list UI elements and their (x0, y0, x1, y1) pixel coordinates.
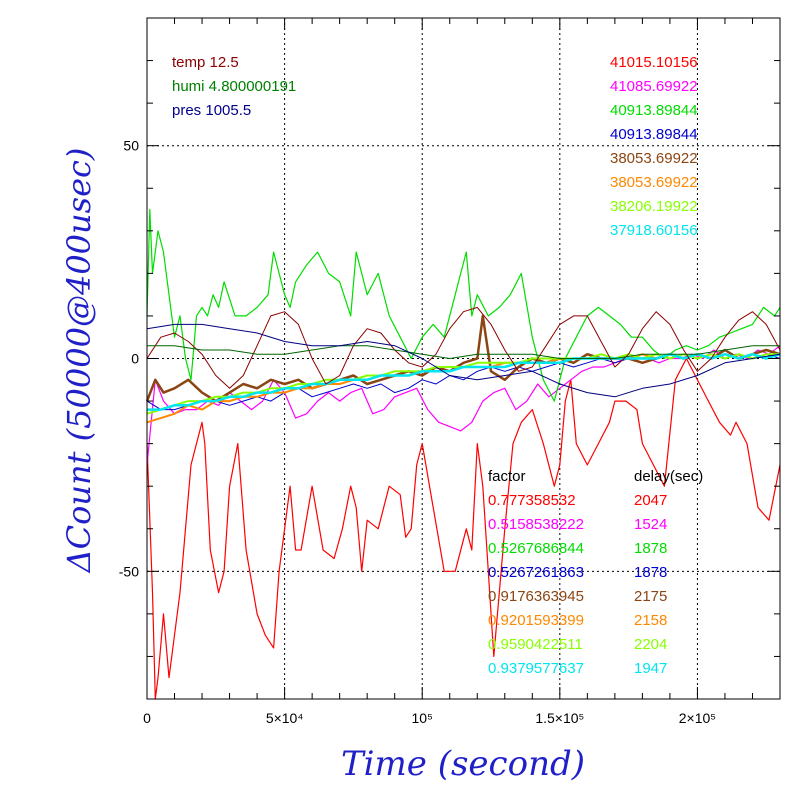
series-line-8 (147, 352, 781, 411)
table-factor-2: 0.5158538222 (488, 516, 584, 533)
series-line-1 (146, 357, 781, 700)
table-header-delay: delay(sec) (634, 468, 703, 485)
env-label-pres: pres 1005.5 (172, 102, 251, 119)
table-factor-8: 0.9379577637 (488, 660, 584, 677)
x-tick-label-3: 1.5×10⁵ (535, 710, 584, 726)
x-axis-title: Time (second) (341, 744, 585, 784)
table-delay-7: 2204 (634, 636, 667, 653)
series-line-11 (146, 323, 781, 398)
table-header-factor: factor (488, 468, 526, 485)
table-factor-3: 0.5267686844 (488, 540, 584, 557)
table-delay-3: 1878 (634, 540, 667, 557)
table-factor-5: 0.9176363945 (488, 588, 584, 605)
table-delay-5: 2175 (634, 588, 667, 605)
series-label-2: 41085.69922 (610, 78, 698, 95)
series-label-7: 38206.19922 (610, 198, 698, 215)
series-label-5: 38053.69922 (610, 150, 698, 167)
tick-labels: 0 5×10⁴ 10⁵ 1.5×10⁵ 2×10⁵ 50 0 -50 (119, 138, 716, 726)
series-label-8: 37918.60156 (610, 222, 698, 239)
y-tick-label-1: 0 (131, 351, 139, 367)
table-delay-8: 1947 (634, 660, 667, 677)
y-axis-title: ΔCount (50000@400usec) (60, 148, 98, 575)
x-tick-label-1: 5×10⁴ (266, 710, 304, 726)
series-label-3: 40913.89844 (610, 102, 698, 119)
table-factor-4: 0.5267261863 (488, 564, 584, 581)
factor-delay-table: factor delay(sec) 0.777358532 2047 0.515… (488, 468, 703, 677)
environment-labels: temp 12.5 humi 4.800000191 pres 1005.5 (172, 54, 296, 119)
axis-ticks (146, 17, 781, 700)
env-label-humi: humi 4.800000191 (172, 78, 296, 95)
series-label-1: 41015.10156 (610, 54, 698, 71)
table-delay-6: 2158 (634, 612, 667, 629)
x-tick-label-4: 2×10⁵ (679, 710, 716, 726)
table-delay-2: 1524 (634, 516, 667, 533)
series-lines (145, 208, 781, 700)
y-tick-label-0: 50 (123, 138, 139, 154)
series-label-6: 38053.69922 (610, 174, 698, 191)
table-factor-1: 0.777358532 (488, 492, 576, 509)
series-line-9 (146, 306, 781, 389)
series-label-4: 40913.89844 (610, 126, 698, 143)
series-line-2 (146, 345, 781, 465)
series-value-labels: 41015.10156 41085.69922 40913.89844 4091… (610, 54, 698, 239)
series-line-10 (147, 345, 780, 359)
x-tick-label-0: 0 (143, 710, 151, 726)
y-tick-label-2: -50 (119, 563, 139, 579)
series-line-3 (146, 208, 781, 402)
table-factor-6: 0.9201593399 (488, 612, 584, 629)
table-factor-7: 0.9590422511 (488, 636, 583, 653)
env-label-temp: temp 12.5 (172, 54, 239, 71)
table-delay-1: 2047 (634, 492, 667, 509)
x-tick-label-2: 10⁵ (412, 710, 433, 726)
table-delay-4: 1878 (634, 564, 667, 581)
